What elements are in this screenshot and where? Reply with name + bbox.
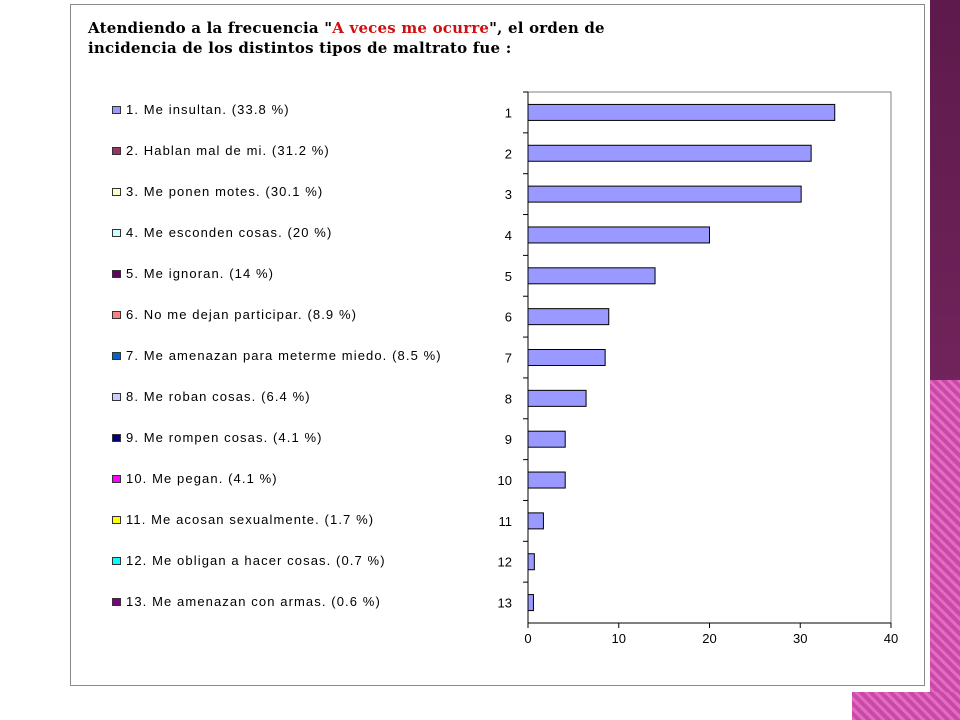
bar bbox=[527, 389, 587, 407]
y-tick-label: 5 bbox=[505, 269, 512, 284]
chart-heading: Atendiendo a la frecuencia "A veces me o… bbox=[88, 18, 808, 58]
legend-item: 5. Me ignoran. (14 %) bbox=[112, 266, 457, 282]
bar bbox=[527, 430, 566, 448]
bar-chart: 1 2 3 4 5 6 7 8 9 10 11 12 13 0 10 20 30 40 bbox=[470, 86, 910, 656]
legend-swatch bbox=[112, 270, 121, 278]
legend-label: 9. Me rompen cosas. (4.1 %) bbox=[126, 430, 323, 445]
legend-label: 7. Me amenazan para meterme miedo. (8.5 … bbox=[126, 348, 442, 363]
bar bbox=[527, 349, 606, 366]
y-tick-label: 11 bbox=[499, 514, 513, 529]
legend-item: 2. Hablan mal de mi. (31.2 %) bbox=[112, 143, 457, 159]
y-tick-label: 1 bbox=[505, 105, 512, 120]
decorative-pink-pattern bbox=[930, 380, 960, 720]
legend-label: 13. Me amenazan con armas. (0.6 %) bbox=[126, 594, 381, 609]
legend-label: 6. No me dejan participar. (8.9 %) bbox=[126, 307, 358, 322]
legend-swatch bbox=[112, 475, 121, 483]
legend-swatch bbox=[112, 147, 121, 155]
legend-swatch bbox=[112, 352, 121, 360]
x-tick-label: 10 bbox=[612, 631, 626, 646]
bar bbox=[527, 185, 802, 203]
bar bbox=[527, 144, 812, 162]
bar bbox=[527, 103, 836, 121]
x-tick-label: 0 bbox=[524, 631, 531, 646]
y-tick-label: 3 bbox=[505, 187, 512, 202]
legend-swatch bbox=[112, 311, 121, 319]
legend-item: 13. Me amenazan con armas. (0.6 %) bbox=[112, 594, 457, 610]
legend-label: 12. Me obligan a hacer cosas. (0.7 %) bbox=[126, 553, 386, 568]
legend-item: 8. Me roban cosas. (6.4 %) bbox=[112, 389, 457, 405]
y-tick-label: 12 bbox=[498, 555, 512, 570]
y-tick-label: 9 bbox=[505, 432, 512, 447]
legend-label: 5. Me ignoran. (14 %) bbox=[126, 266, 275, 281]
heading-highlight: A veces me ocurre bbox=[332, 19, 490, 37]
x-tick-label: 20 bbox=[702, 631, 716, 646]
bar bbox=[527, 308, 610, 326]
heading-text-pre: Atendiendo a la frecuencia " bbox=[88, 19, 333, 37]
y-tick-label: 8 bbox=[505, 391, 512, 406]
legend-swatch bbox=[112, 393, 121, 401]
x-tick-label: 30 bbox=[793, 631, 807, 646]
y-tick-label: 2 bbox=[505, 146, 512, 161]
legend-swatch bbox=[112, 188, 121, 196]
y-tick-label: 10 bbox=[498, 473, 512, 488]
legend-label: 3. Me ponen motes. (30.1 %) bbox=[126, 184, 324, 199]
legend-label: 1. Me insultan. (33.8 %) bbox=[126, 102, 290, 117]
legend-swatch bbox=[112, 229, 121, 237]
legend-swatch bbox=[112, 516, 121, 524]
legend-item: 7. Me amenazan para meterme miedo. (8.5 … bbox=[112, 348, 457, 364]
bar bbox=[527, 594, 534, 612]
y-tick-label: 4 bbox=[505, 228, 512, 243]
heading-line-1: Atendiendo a la frecuencia "A veces me o… bbox=[88, 18, 808, 38]
bar bbox=[527, 226, 710, 244]
legend-item: 12. Me obligan a hacer cosas. (0.7 %) bbox=[112, 553, 457, 569]
bar bbox=[527, 553, 535, 571]
legend-label: 10. Me pegan. (4.1 %) bbox=[126, 471, 278, 486]
legend-swatch bbox=[112, 106, 121, 114]
legend-item: 6. No me dejan participar. (8.9 %) bbox=[112, 307, 457, 323]
legend-item: 4. Me esconden cosas. (20 %) bbox=[112, 225, 457, 241]
legend-item: 1. Me insultan. (33.8 %) bbox=[112, 102, 457, 118]
bar bbox=[527, 267, 656, 285]
legend-item: 3. Me ponen motes. (30.1 %) bbox=[112, 184, 457, 200]
legend-label: 4. Me esconden cosas. (20 %) bbox=[126, 225, 333, 240]
heading-text-post: ", el orden de bbox=[489, 19, 605, 37]
legend-swatch bbox=[112, 434, 121, 442]
y-tick-label: 13 bbox=[498, 596, 512, 611]
y-tick-label: 6 bbox=[505, 310, 512, 325]
x-tick-label: 40 bbox=[884, 631, 898, 646]
decorative-pink-block bbox=[852, 692, 960, 720]
bar bbox=[527, 471, 566, 489]
bar bbox=[527, 512, 544, 530]
legend-swatch bbox=[112, 598, 121, 606]
legend-swatch bbox=[112, 557, 121, 565]
legend-label: 2. Hablan mal de mi. (31.2 %) bbox=[126, 143, 330, 158]
legend-label: 8. Me roban cosas. (6.4 %) bbox=[126, 389, 311, 404]
legend-label: 11. Me acosan sexualmente. (1.7 %) bbox=[126, 512, 375, 527]
y-tick-label: 7 bbox=[505, 351, 512, 366]
legend-item: 11. Me acosan sexualmente. (1.7 %) bbox=[112, 512, 457, 528]
legend-item: 10. Me pegan. (4.1 %) bbox=[112, 471, 457, 487]
heading-line-2: incidencia de los distintos tipos de mal… bbox=[88, 39, 512, 57]
legend-item: 9. Me rompen cosas. (4.1 %) bbox=[112, 430, 457, 446]
